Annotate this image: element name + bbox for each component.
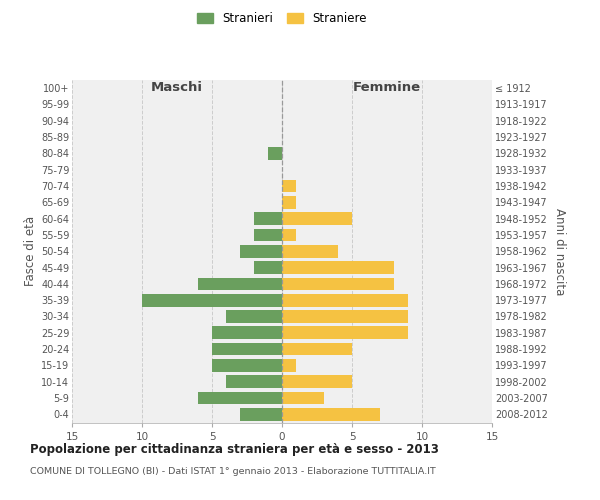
Y-axis label: Anni di nascita: Anni di nascita [553, 208, 566, 295]
Bar [282, 408, 380, 420]
Bar [198, 278, 282, 290]
Bar [212, 342, 282, 355]
Y-axis label: Fasce di età: Fasce di età [23, 216, 37, 286]
Bar [282, 261, 394, 274]
Bar [282, 359, 296, 372]
Bar [282, 245, 338, 258]
Bar [198, 392, 282, 404]
Bar [142, 294, 282, 306]
Bar [240, 245, 282, 258]
Bar [282, 278, 394, 290]
Bar [282, 310, 408, 323]
Bar [240, 408, 282, 420]
Bar [212, 326, 282, 339]
Bar [282, 376, 352, 388]
Bar [226, 376, 282, 388]
Text: COMUNE DI TOLLEGNO (BI) - Dati ISTAT 1° gennaio 2013 - Elaborazione TUTTITALIA.I: COMUNE DI TOLLEGNO (BI) - Dati ISTAT 1° … [30, 468, 436, 476]
Bar [254, 261, 282, 274]
Bar [254, 228, 282, 241]
Bar [282, 228, 296, 241]
Bar [282, 212, 352, 225]
Bar [282, 294, 408, 306]
Legend: Stranieri, Straniere: Stranieri, Straniere [194, 8, 370, 28]
Bar [282, 342, 352, 355]
Bar [254, 212, 282, 225]
Bar [212, 359, 282, 372]
Bar [282, 180, 296, 192]
Bar [268, 147, 282, 160]
Text: Femmine: Femmine [353, 81, 421, 94]
Bar [226, 310, 282, 323]
Text: Maschi: Maschi [151, 81, 203, 94]
Bar [282, 326, 408, 339]
Bar [282, 196, 296, 208]
Bar [282, 392, 324, 404]
Text: Popolazione per cittadinanza straniera per età e sesso - 2013: Popolazione per cittadinanza straniera p… [30, 442, 439, 456]
